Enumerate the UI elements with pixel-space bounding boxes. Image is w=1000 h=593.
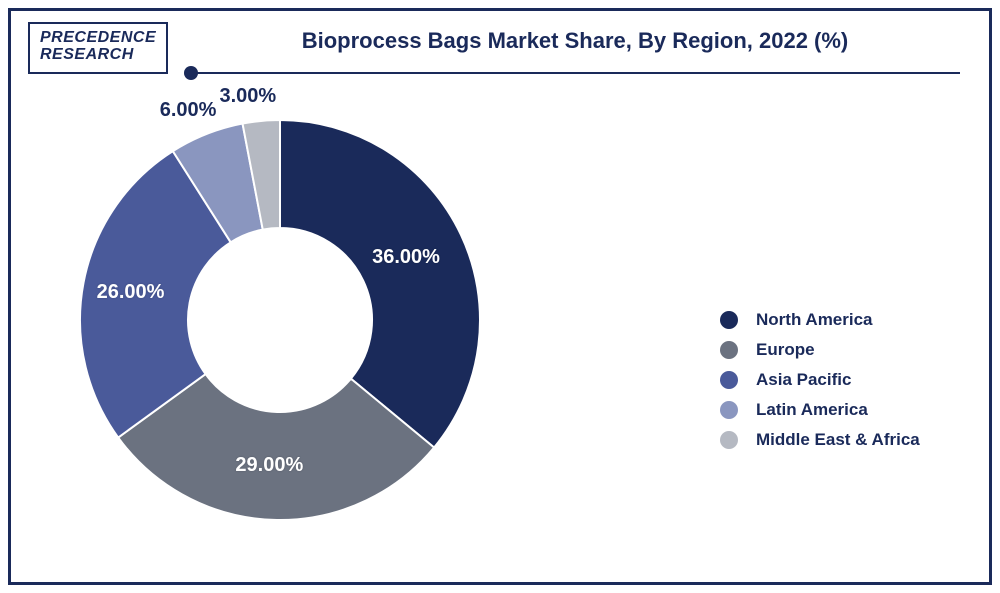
slice-label: 26.00% [97, 281, 165, 304]
legend-item: North America [720, 310, 920, 330]
slice-label: 6.00% [160, 99, 217, 122]
legend-label: Asia Pacific [756, 370, 851, 390]
brand-logo-line1: PRECEDENCE [40, 30, 156, 47]
legend-swatch [720, 341, 738, 359]
legend-item: Middle East & Africa [720, 430, 920, 450]
donut-hole [188, 228, 372, 412]
slice-label: 3.00% [219, 85, 276, 108]
brand-logo: PRECEDENCE RESEARCH [28, 22, 168, 74]
donut-chart: 36.00%29.00%26.00%6.00%3.00% [70, 110, 530, 550]
slice-label: 29.00% [235, 454, 303, 477]
legend-swatch [720, 401, 738, 419]
legend-label: Latin America [756, 400, 868, 420]
legend-label: Europe [756, 340, 815, 360]
legend-item: Asia Pacific [720, 370, 920, 390]
title-rule [190, 72, 960, 74]
legend-label: North America [756, 310, 873, 330]
legend-swatch [720, 311, 738, 329]
legend-label: Middle East & Africa [756, 430, 920, 450]
chart-title-wrap: Bioprocess Bags Market Share, By Region,… [190, 28, 960, 54]
legend-item: Latin America [720, 400, 920, 420]
legend: North America Europe Asia Pacific Latin Ame… [720, 310, 920, 460]
legend-swatch [720, 431, 738, 449]
brand-logo-line2: RESEARCH [40, 47, 156, 64]
legend-item: Europe [720, 340, 920, 360]
legend-swatch [720, 371, 738, 389]
slice-label: 36.00% [372, 246, 440, 269]
chart-title: Bioprocess Bags Market Share, By Region,… [190, 28, 960, 54]
